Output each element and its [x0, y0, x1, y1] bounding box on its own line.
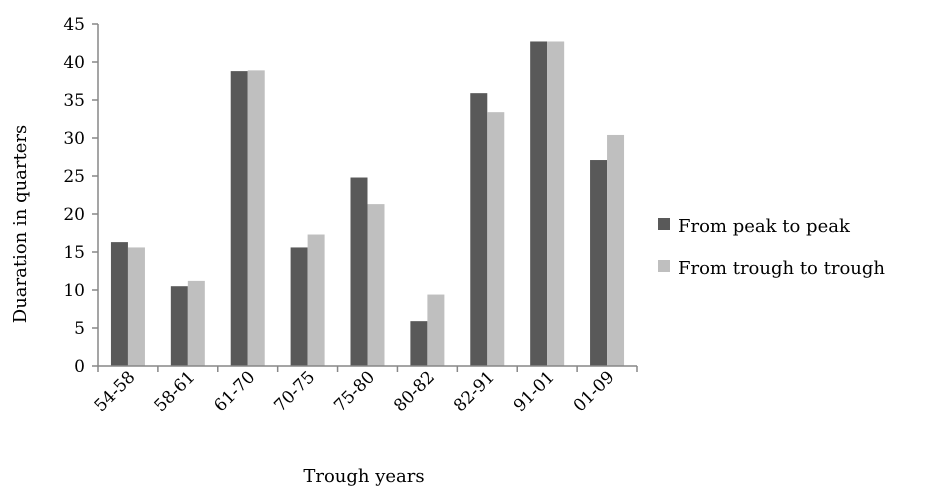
bar-trough-to-trough-61-70	[247, 70, 265, 367]
bar-peak-to-peak-58-61	[170, 286, 188, 366]
x-tick-label: 75-80	[330, 367, 379, 416]
bars-layer	[110, 41, 625, 367]
bar-trough-to-trough-82-91	[487, 112, 505, 366]
x-tick-labels: 54-58 58-61 61-70 70-75 75-80 80-82 82-91 91-01…	[91, 367, 619, 416]
y-tick-label: 20	[63, 205, 85, 225]
x-tick-label: 61-70	[210, 367, 259, 416]
ticks-layer	[92, 23, 638, 372]
y-tick-label: 10	[63, 281, 85, 301]
bar-trough-to-trough-58-61	[187, 280, 205, 366]
y-tick-label: 35	[63, 91, 85, 111]
x-tick-label: 01-09	[570, 367, 619, 416]
legend-swatch-peak-to-peak	[658, 218, 670, 230]
bar-peak-to-peak-91-01	[530, 41, 548, 366]
y-tick-label: 15	[63, 243, 85, 263]
y-tick-label: 25	[63, 167, 85, 187]
legend-label-peak-to-peak: From peak to peak	[678, 216, 851, 237]
x-tick-label: 58-61	[151, 367, 200, 416]
bar-peak-to-peak-70-75	[290, 247, 308, 366]
legend-label-trough-to-trough: From trough to trough	[678, 258, 885, 279]
bar-trough-to-trough-01-09	[607, 134, 625, 366]
x-tick-label: 54-58	[91, 367, 140, 416]
y-tick-label: 5	[74, 319, 85, 339]
y-tick-labels: 0 5 10 15 20 25 30 35 40 45	[63, 15, 85, 377]
x-tick-label: 80-82	[390, 367, 439, 416]
y-tick-label: 0	[74, 357, 85, 377]
bar-peak-to-peak-61-70	[230, 71, 248, 367]
x-tick-label: 91-01	[510, 367, 559, 416]
y-axis-title: Duaration in quarters	[10, 125, 31, 323]
legend: From peak to peak From trough to trough	[658, 216, 885, 279]
x-tick-label: 70-75	[270, 367, 319, 416]
bar-peak-to-peak-75-80	[350, 177, 368, 366]
bar-trough-to-trough-54-58	[127, 247, 145, 366]
x-axis-title: Trough years	[303, 466, 424, 487]
y-tick-label: 40	[63, 53, 85, 73]
bar-trough-to-trough-91-01	[547, 41, 565, 366]
bar-peak-to-peak-54-58	[110, 242, 128, 366]
legend-swatch-trough-to-trough	[658, 260, 670, 272]
bar-trough-to-trough-80-82	[427, 294, 445, 366]
bar-peak-to-peak-80-82	[410, 321, 428, 366]
x-tick-label: 82-91	[450, 367, 499, 416]
bar-peak-to-peak-01-09	[590, 160, 608, 366]
bar-trough-to-trough-70-75	[307, 234, 325, 366]
bar-trough-to-trough-75-80	[367, 204, 385, 366]
bar-peak-to-peak-82-91	[470, 93, 488, 366]
y-tick-label: 45	[63, 15, 85, 35]
y-tick-label: 30	[63, 129, 85, 149]
